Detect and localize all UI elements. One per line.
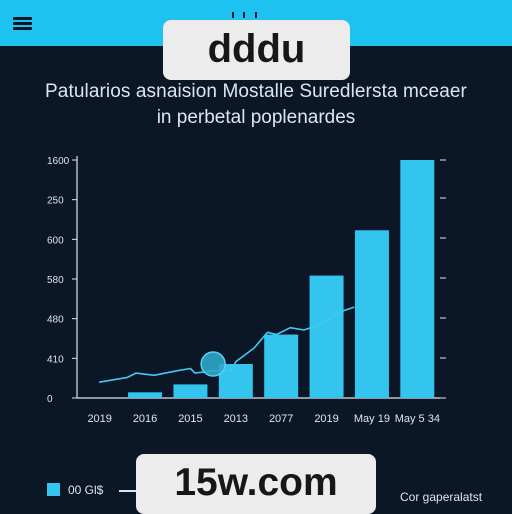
legend-label-bars: 00 Gl$ [68, 483, 104, 497]
y-tick-label-3: 580 [47, 275, 64, 286]
y-tick-label-2: 480 [47, 315, 64, 326]
y-tick-label-5: 250 [47, 196, 64, 207]
bar-7 [400, 160, 435, 398]
y-tick-label-0: 0 [47, 394, 53, 405]
top-bar-marks [228, 10, 268, 20]
bar-2 [173, 384, 208, 398]
x-tick-label-0: 2019 [87, 413, 111, 425]
x-tick-label-6: May 19 [354, 413, 390, 425]
x-tick-label-2: 2015 [178, 413, 202, 425]
trend-line [98, 306, 355, 383]
x-tick-label-5: 2019 [314, 413, 338, 425]
legend-note: Cor gaperalatst [400, 490, 483, 504]
bar-6 [354, 230, 389, 398]
watermark-top: dddu [163, 20, 350, 80]
bar-5 [309, 275, 344, 398]
bar-1 [128, 392, 163, 398]
y-tick-label-6: 1600 [47, 156, 70, 167]
x-tick-label-4: 2077 [269, 413, 293, 425]
chart-subtitle: in perbetal poplenardes [156, 107, 356, 128]
x-tick-label-7: May 5 34 [395, 413, 440, 425]
bar-4 [264, 334, 299, 398]
legend-swatch-bars [47, 483, 60, 496]
chart-title: Patularios asnaision Mostalle Suredlerst… [45, 81, 467, 102]
highlight-marker [200, 351, 226, 377]
watermark-bottom: 15w.com [136, 454, 376, 514]
x-tick-label-3: 2013 [224, 413, 248, 425]
legend-line-marker [119, 490, 136, 492]
y-tick-label-4: 600 [47, 235, 64, 246]
y-tick-label-1: 410 [47, 354, 64, 365]
x-tick-label-1: 2016 [133, 413, 157, 425]
hamburger-menu-button[interactable] [10, 13, 36, 33]
